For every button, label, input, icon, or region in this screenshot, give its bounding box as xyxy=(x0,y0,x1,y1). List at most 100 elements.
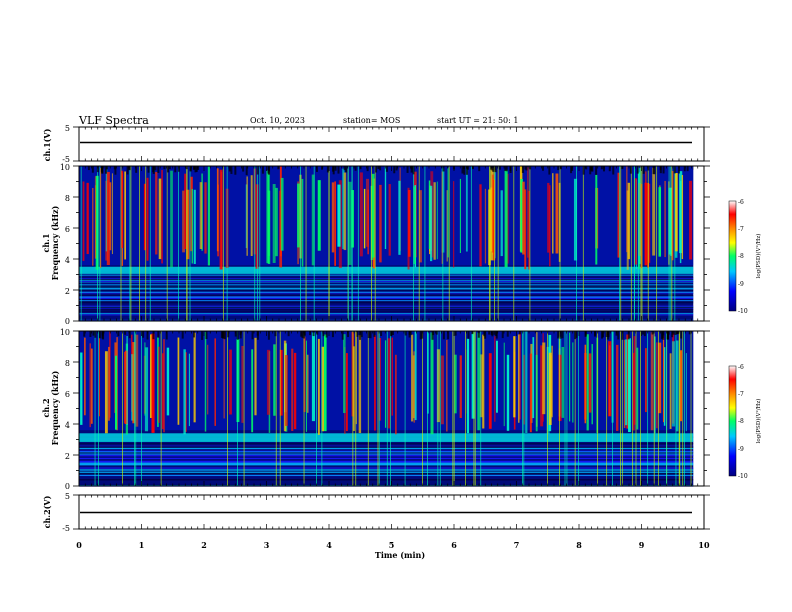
ch1-top-speckle xyxy=(621,166,624,170)
ch2-emission xyxy=(177,337,180,425)
time-tick-label-3: 3 xyxy=(264,540,270,550)
ch1-noise-row xyxy=(79,305,694,307)
ch2-spike xyxy=(611,331,613,486)
ch2-emission xyxy=(395,354,397,435)
ch1-top-speckle xyxy=(366,166,369,172)
ch3-wave-tick-marks xyxy=(73,494,710,530)
ch1-emission xyxy=(379,184,382,263)
ch1-spike xyxy=(489,166,490,321)
ch2-spike xyxy=(522,331,523,486)
ch1-top-speckle xyxy=(557,166,560,171)
ch1-spike xyxy=(328,166,330,321)
ch2-top-speckle xyxy=(369,331,372,339)
ch2-emission xyxy=(223,331,225,419)
ch1-emission xyxy=(436,181,439,260)
ch1-no-data xyxy=(693,166,704,321)
time-axis-label: Time (min) xyxy=(375,550,425,560)
ch1-emission xyxy=(266,170,270,264)
ch1-emission xyxy=(184,173,187,250)
ch1-top-speckle xyxy=(326,166,329,173)
ch1-emission xyxy=(106,171,110,265)
ch2-emission xyxy=(680,350,683,422)
ch2-emission xyxy=(293,352,297,430)
ch1-emission xyxy=(297,183,300,248)
ch1-top-speckle xyxy=(463,166,466,175)
ch2-spike xyxy=(597,331,599,486)
ch1-noise-row xyxy=(79,302,694,304)
ch1-spike xyxy=(513,166,515,321)
ch2-emission xyxy=(525,331,528,434)
ch2-top-speckle xyxy=(506,331,509,337)
ch2-spike xyxy=(275,331,277,486)
ch1-top-speckle xyxy=(245,166,248,175)
ch2-spike xyxy=(564,331,566,486)
ch1-freq-tick-6: 6 xyxy=(65,225,70,234)
ch1-noise-row xyxy=(79,295,694,297)
ch2-spec-ylabel-freq: Frequency (kHz) xyxy=(50,370,60,445)
ch1-top-speckle xyxy=(683,166,686,172)
ch2-emission xyxy=(636,347,639,430)
ch1-top-speckle xyxy=(163,166,166,170)
ch1-noise-row xyxy=(79,310,694,312)
ch2-emission xyxy=(561,346,565,418)
ch2-spike xyxy=(474,331,476,486)
ch1-spike xyxy=(418,166,420,321)
ch1-emission xyxy=(250,175,253,256)
ch2-spike xyxy=(94,331,96,486)
ch1-noise-row xyxy=(79,299,694,301)
ch1-spike xyxy=(226,166,228,321)
ch1-top-speckle xyxy=(343,166,346,171)
ch1-top-speckle xyxy=(608,166,611,172)
ch2-emission xyxy=(374,335,376,431)
ch1-emission xyxy=(429,185,433,262)
ch1-noise-row xyxy=(79,314,694,316)
ch1-emission xyxy=(671,170,674,261)
ch2-noise-row xyxy=(79,453,694,455)
ch2-spike xyxy=(682,331,684,486)
ch2-top-speckle xyxy=(92,331,95,336)
ch2-top-speckle xyxy=(117,331,120,337)
ch1-spectrogram-panel: 0 2 4 6 8 10 ch.1 Frequency (kHz) xyxy=(41,163,710,326)
ch1-spike xyxy=(656,166,658,321)
ch2-emission xyxy=(353,346,355,432)
ch2-top-speckle xyxy=(205,331,208,340)
ch2-emission xyxy=(655,342,658,429)
ch2-spike xyxy=(679,331,681,486)
ch1-spike xyxy=(145,166,147,321)
ch1-noise-row xyxy=(79,288,694,290)
ch2-top-speckle xyxy=(435,331,438,335)
ch2-emission xyxy=(662,335,665,423)
ch2-spike xyxy=(547,331,549,486)
ch1-emission xyxy=(182,190,186,253)
ch1-top-speckle xyxy=(166,166,169,173)
ch2-top-speckle xyxy=(325,331,328,338)
ch1-emission xyxy=(433,182,436,260)
ch2-top-speckle xyxy=(98,331,101,339)
ch2-emission xyxy=(546,346,550,434)
ch2-top-speckle xyxy=(239,331,242,336)
ch1-top-speckle xyxy=(147,166,150,173)
ch2-emission xyxy=(446,339,448,432)
ch2-noise-row xyxy=(79,471,694,473)
ch2-emission xyxy=(188,353,190,427)
ch2-spike xyxy=(666,331,667,486)
ch2-top-speckle xyxy=(488,331,491,335)
ch1-noise-row xyxy=(79,300,694,302)
ch2-noise-row xyxy=(79,448,694,450)
ch1-emission xyxy=(522,181,525,255)
ch2-noise-row xyxy=(79,472,694,474)
ch2-spike xyxy=(98,331,99,486)
ch1-emission xyxy=(658,187,662,257)
ch2-emission xyxy=(284,355,288,426)
ch1-top-speckle xyxy=(228,166,231,172)
ch2-emission xyxy=(80,352,83,425)
ch1-noise-row xyxy=(79,313,694,315)
ch2-emission xyxy=(411,334,414,422)
ch1-top-speckle xyxy=(185,166,188,170)
ch2-top-speckle xyxy=(680,331,683,339)
ch2-emission xyxy=(317,338,320,435)
ch1-emission xyxy=(82,181,85,261)
ch1-emission xyxy=(207,166,210,266)
ch2-noise-row xyxy=(79,443,694,445)
ch2-emission xyxy=(633,352,635,431)
